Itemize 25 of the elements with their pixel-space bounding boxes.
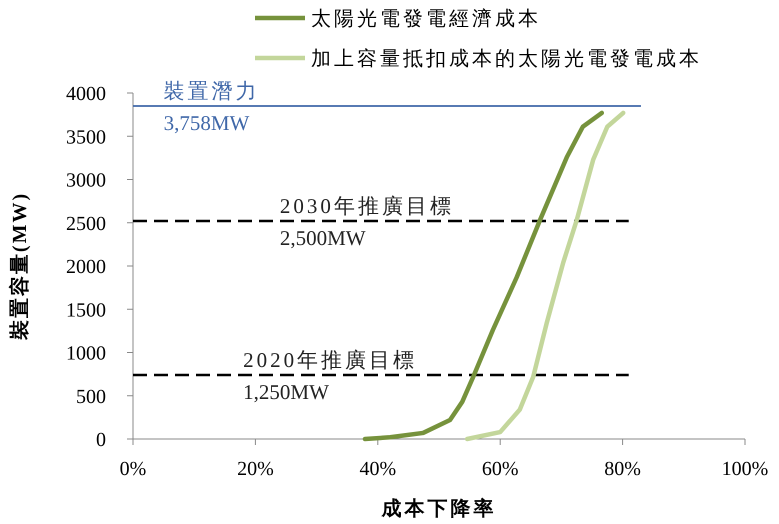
annotation: 3,758MW [164, 110, 250, 135]
y-tick-label: 2500 [66, 212, 106, 235]
x-tick-label: 80% [604, 458, 641, 480]
y-tick-label: 3000 [66, 170, 106, 192]
annotation: 2,500MW [280, 226, 366, 250]
y-tick-label: 1500 [66, 299, 106, 322]
legend-label: 加上容量抵扣成本的太陽光電發電成本 [311, 48, 702, 70]
legend-label: 太陽光電發電經濟成本 [311, 8, 541, 30]
annotation: 1,250MW [243, 380, 330, 404]
ref-line-label: 2020年推廣目標 [243, 348, 418, 372]
x-tick-label: 20% [237, 458, 274, 480]
ref-line-label: 2030年推廣目標 [280, 194, 454, 218]
x-axis-title: 成本下降率 [380, 497, 496, 520]
y-tick-label: 0 [96, 429, 106, 451]
y-tick-label: 4000 [66, 83, 106, 105]
y-axis-title: 裝置容量(MW) [8, 192, 31, 342]
y-tick-label: 500 [76, 386, 106, 408]
x-tick-label: 0% [120, 458, 146, 480]
y-tick-label: 2000 [66, 256, 106, 278]
x-tick-label: 40% [359, 458, 396, 480]
x-tick-label: 60% [482, 458, 519, 480]
x-tick-label: 100% [722, 458, 768, 480]
ref-line-label: 裝置潛力 [164, 78, 260, 103]
y-tick-label: 3500 [66, 126, 106, 148]
y-tick-label: 1000 [66, 342, 106, 364]
